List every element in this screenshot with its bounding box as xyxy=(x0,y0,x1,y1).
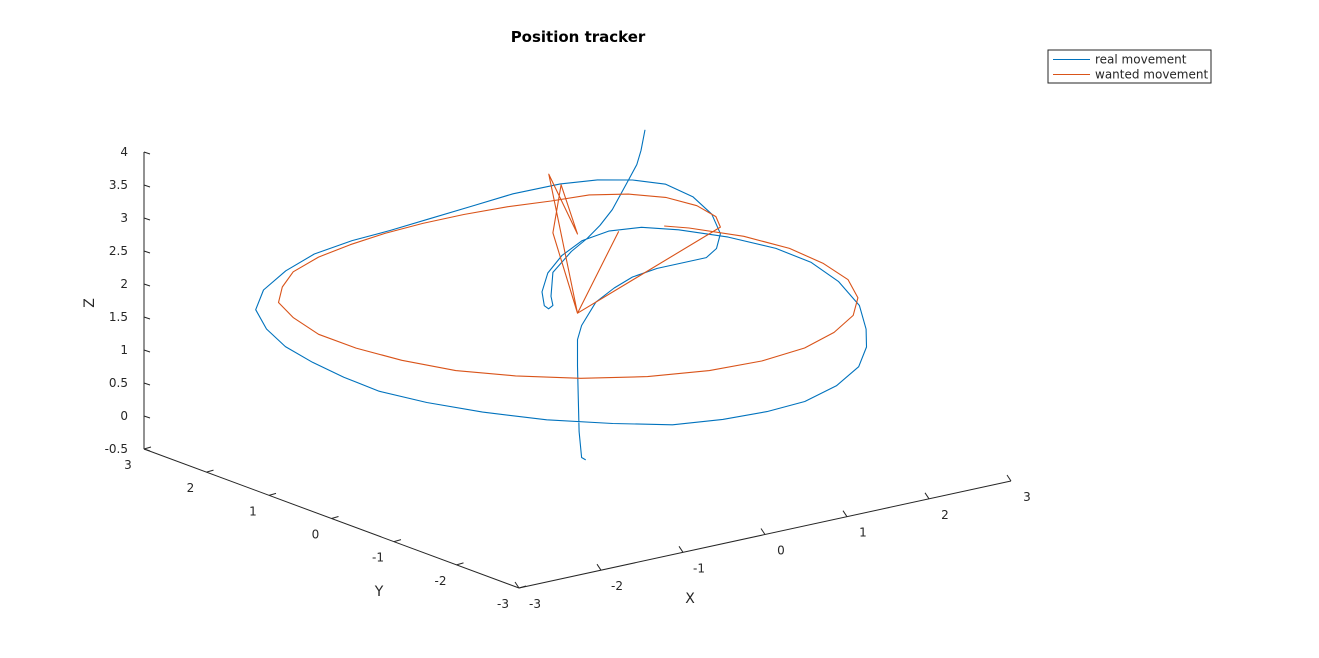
series-line-wanted-movement xyxy=(277,173,859,379)
z-tick-mark xyxy=(143,250,151,254)
ticks-layer: -3 -2 -1 0 1 2 3 -3 -2 -1 0 1 2 3 -0.5 0 0.5 1 1.5 2 2.5 3 3.5… xyxy=(105,145,1031,611)
y-tick-label: -1 xyxy=(372,551,384,565)
x-tick-label: -1 xyxy=(693,561,705,575)
x-tick-mark xyxy=(842,510,848,517)
x-tick-mark xyxy=(596,563,602,571)
y-tick-mark xyxy=(331,516,339,519)
z-tick-label: 0 xyxy=(120,409,128,423)
y-tick-label: -2 xyxy=(435,574,447,588)
legend-label-real-movement: real movement xyxy=(1095,53,1187,67)
z-tick-mark xyxy=(143,217,151,221)
y-tick-mark xyxy=(393,539,402,543)
z-tick-mark xyxy=(143,283,151,287)
z-tick-label: 3 xyxy=(120,211,128,225)
z-tick-label: 1 xyxy=(120,343,128,357)
legend: real movement wanted movement xyxy=(1047,49,1212,84)
y-tick-mark xyxy=(518,585,527,589)
x-tick-label: -2 xyxy=(611,579,623,593)
x-tick-mark xyxy=(1006,474,1012,482)
x-tick-label: 0 xyxy=(777,544,785,558)
z-tick-mark xyxy=(143,316,151,320)
z-tick-mark xyxy=(143,184,151,188)
z-tick-mark xyxy=(143,349,151,353)
y-tick-mark xyxy=(456,562,464,566)
z-tick-mark xyxy=(143,415,151,419)
y-tick-label: 1 xyxy=(249,504,257,518)
chart-title: Position tracker xyxy=(511,28,646,46)
data-layer xyxy=(255,129,868,461)
z-tick-mark xyxy=(143,151,151,155)
legend-box xyxy=(1047,49,1212,84)
y-tick-label: 2 xyxy=(187,481,195,495)
legend-label-wanted-movement: wanted movement xyxy=(1095,68,1208,82)
z-tick-label: 2.5 xyxy=(109,244,128,258)
z-tick-label: -0.5 xyxy=(105,442,128,456)
z-tick-label: 3.5 xyxy=(109,178,128,192)
y-tick-mark xyxy=(143,446,152,450)
x-axis-label: X xyxy=(685,591,695,607)
z-tick-label: 4 xyxy=(120,145,128,159)
y-tick-mark xyxy=(206,469,214,473)
x-tick-mark xyxy=(514,581,520,589)
x-tick-label: 2 xyxy=(941,508,949,522)
x-tick-label: 1 xyxy=(859,526,867,540)
x-tick-mark xyxy=(760,528,766,535)
z-axis-label: Z xyxy=(82,298,98,308)
z-tick-label: 0.5 xyxy=(109,376,128,390)
z-tick-mark xyxy=(143,382,151,386)
x-tick-label: 3 xyxy=(1023,490,1031,504)
x-tick-mark xyxy=(678,546,684,553)
y-axis-label: Y xyxy=(374,584,384,600)
y-tick-label: -3 xyxy=(497,597,509,611)
x-tick-label: -3 xyxy=(529,597,541,611)
series-line-real-movement xyxy=(255,129,868,461)
y-tick-label: 3 xyxy=(124,458,132,472)
x-tick-mark xyxy=(924,492,930,500)
y-tick-label: 0 xyxy=(312,528,320,542)
z-tick-mark xyxy=(143,448,151,452)
y-tick-mark xyxy=(268,492,277,496)
z-tick-label: 2 xyxy=(120,277,128,291)
z-tick-label: 1.5 xyxy=(109,310,128,324)
